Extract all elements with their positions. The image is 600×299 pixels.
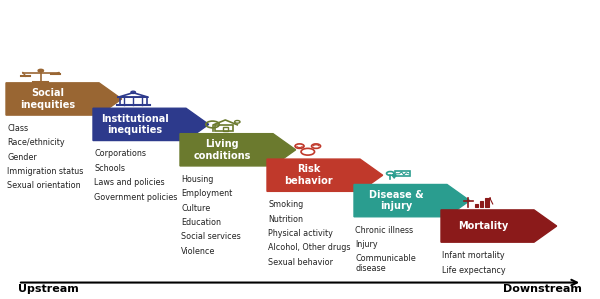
Text: Housing: Housing xyxy=(181,175,214,184)
Polygon shape xyxy=(354,184,470,217)
Text: Schools: Schools xyxy=(94,164,125,173)
Bar xyxy=(223,127,227,131)
Text: Nutrition: Nutrition xyxy=(268,215,303,224)
Text: Social
inequities: Social inequities xyxy=(20,88,76,110)
Text: Corporations: Corporations xyxy=(94,150,146,158)
Polygon shape xyxy=(93,108,209,141)
Polygon shape xyxy=(267,159,383,191)
Polygon shape xyxy=(6,83,122,115)
Text: Smoking: Smoking xyxy=(268,200,304,209)
Text: Injury: Injury xyxy=(355,240,378,249)
Bar xyxy=(395,171,410,176)
Bar xyxy=(215,125,233,131)
Text: Gender: Gender xyxy=(7,153,37,162)
Bar xyxy=(120,97,147,105)
Text: Downstream: Downstream xyxy=(503,284,582,294)
Polygon shape xyxy=(180,134,296,166)
Text: Alcohol, Other drugs: Alcohol, Other drugs xyxy=(268,243,350,252)
Text: Mortality: Mortality xyxy=(458,221,508,231)
Text: Employment: Employment xyxy=(181,189,232,198)
Text: Physical activity: Physical activity xyxy=(268,229,333,238)
Text: Race/ethnicity: Race/ethnicity xyxy=(7,138,65,147)
Text: Social services: Social services xyxy=(181,232,241,241)
Bar xyxy=(485,198,488,207)
Text: Living
conditions: Living conditions xyxy=(193,139,251,161)
Text: Institutional
inequities: Institutional inequities xyxy=(101,114,169,135)
Text: Immigration status: Immigration status xyxy=(7,167,83,176)
Text: Government policies: Government policies xyxy=(94,193,178,202)
Text: Disease &
injury: Disease & injury xyxy=(368,190,423,211)
Text: ♥: ♥ xyxy=(390,174,397,180)
Text: Culture: Culture xyxy=(181,204,211,213)
Text: Laws and policies: Laws and policies xyxy=(94,178,165,187)
Text: Education: Education xyxy=(181,218,221,227)
Text: Infant mortality: Infant mortality xyxy=(442,251,505,260)
Bar xyxy=(475,204,478,207)
Text: Life expectancy: Life expectancy xyxy=(442,266,506,274)
Text: Sexual orientation: Sexual orientation xyxy=(7,181,81,190)
Bar xyxy=(480,201,484,207)
Polygon shape xyxy=(441,210,557,242)
Text: Communicable
disease: Communicable disease xyxy=(355,254,416,273)
Text: Upstream: Upstream xyxy=(18,284,79,294)
Text: Violence: Violence xyxy=(181,247,215,256)
Text: Sexual behavior: Sexual behavior xyxy=(268,258,333,267)
Text: Risk
behavior: Risk behavior xyxy=(284,164,333,186)
Circle shape xyxy=(38,69,44,72)
Text: Chronic illness: Chronic illness xyxy=(355,226,413,235)
Text: Class: Class xyxy=(7,124,28,133)
